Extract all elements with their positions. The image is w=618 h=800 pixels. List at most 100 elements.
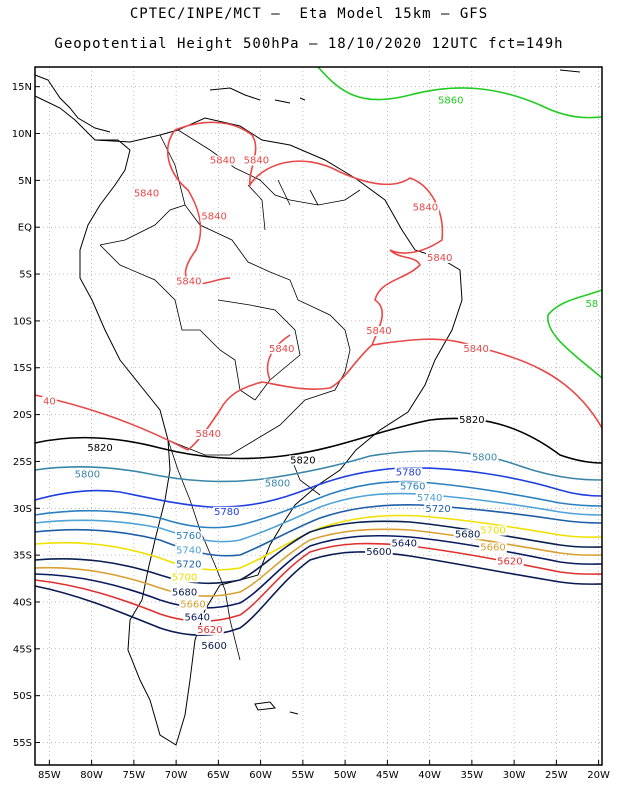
contour-label-background <box>213 506 241 517</box>
contour-5740 <box>34 492 603 543</box>
contour-lines <box>34 66 603 636</box>
latitude-label: 5S <box>19 270 32 281</box>
contour-label: 5740 <box>176 545 201 556</box>
contour-label-background <box>365 326 393 337</box>
contour-5820 <box>34 417 603 464</box>
contour-5600 <box>34 551 603 636</box>
contour-label-background <box>267 343 296 354</box>
contour-label-background <box>458 415 486 426</box>
contour-label-background <box>424 504 452 515</box>
latitude-label: 10N <box>12 129 32 140</box>
contour-label: 5800 <box>75 469 100 480</box>
contour-label-background <box>479 525 507 536</box>
contour-label-background <box>208 155 237 166</box>
contour-5620 <box>34 542 603 623</box>
latitude-label: 5N <box>18 176 32 187</box>
contour-label-background <box>196 624 224 635</box>
contour-label-background <box>179 599 207 610</box>
contour-labels: 5860 58 5840 5840 5840 5840 5840 5840 5840 5840 58… <box>41 95 600 652</box>
contour-label: 5620 <box>497 557 522 568</box>
latitude-label: 30S <box>13 504 32 515</box>
contour-label-background <box>174 545 203 556</box>
contour-label: 5840 <box>244 156 269 167</box>
contour-label-background <box>496 556 524 567</box>
latitude-label: 20S <box>13 410 32 421</box>
contour-label: 5840 <box>269 344 294 355</box>
contour-label-background <box>170 587 199 598</box>
contour-5840-tropics <box>166 121 603 451</box>
contour-label-background <box>415 492 444 503</box>
latitude-label: 10S <box>13 316 32 327</box>
contour-label: 5700 <box>172 572 197 583</box>
contour-label-background <box>263 478 292 489</box>
map-frame <box>34 66 603 766</box>
contour-label: 5820 <box>290 455 315 466</box>
contour-label-background <box>132 188 161 199</box>
contour-5720 <box>34 504 603 557</box>
contour-label-background <box>200 640 228 651</box>
latitude-label: 55S <box>13 738 32 749</box>
contour-label-background <box>170 572 199 583</box>
contour-5700 <box>34 514 603 571</box>
longitude-label: 45W <box>376 770 399 781</box>
contour-5860-east <box>547 289 603 379</box>
contour-label: 5600 <box>366 547 391 558</box>
contour-label: 5760 <box>400 482 425 493</box>
contour-label-background <box>398 481 427 492</box>
longitude-label: 55W <box>292 770 315 781</box>
contour-label-background <box>453 529 482 540</box>
contour-label: 5840 <box>134 188 159 199</box>
contour-label: 5820 <box>87 443 112 454</box>
gridlines <box>35 67 602 765</box>
longitude-label: 65W <box>207 770 230 781</box>
longitude-label: 35W <box>461 770 484 781</box>
contour-5640 <box>34 534 603 609</box>
contour-label: 5800 <box>265 479 290 490</box>
contour-label-background <box>41 396 57 407</box>
contour-label: 5660 <box>480 542 505 553</box>
contour-label: 5840 <box>176 276 201 287</box>
contour-label: 5680 <box>172 587 197 598</box>
contour-label: 5620 <box>197 625 222 636</box>
contour-label-background <box>194 429 223 440</box>
contour-label: 5800 <box>472 453 497 464</box>
contour-label-background <box>200 211 228 222</box>
contour-label-background <box>436 95 465 106</box>
contour-label: 5840 <box>366 326 391 337</box>
contour-label: 5720 <box>176 559 201 570</box>
longitude-label: 20W <box>587 770 610 781</box>
contour-label: 5840 <box>210 156 235 167</box>
longitude-label: 30W <box>503 770 526 781</box>
contour-5680 <box>34 520 603 585</box>
contour-label: 5840 <box>463 344 488 355</box>
contour-label: 5640 <box>185 613 210 624</box>
longitude-label: 40W <box>418 770 441 781</box>
latitude-label: 15N <box>12 82 32 93</box>
latitude-label: EQ <box>18 223 32 234</box>
longitude-label: 75W <box>123 770 146 781</box>
map-background <box>35 67 602 765</box>
contour-label-background <box>289 455 317 466</box>
contour-label-background <box>411 202 440 213</box>
contour-label: 5840 <box>201 212 226 223</box>
contour-label: 5840 <box>195 429 220 440</box>
contour-5760 <box>34 480 603 529</box>
contour-label-background <box>365 547 393 558</box>
contour-5800 <box>34 450 603 483</box>
contour-label: 5600 <box>201 641 226 652</box>
latitude-label: 45S <box>13 644 32 655</box>
contour-5860-north <box>317 66 603 119</box>
longitude-label: 50W <box>334 770 357 781</box>
contour-label-background <box>242 155 271 166</box>
contour-label: 5660 <box>180 600 205 611</box>
latitude-label: 50S <box>13 691 32 702</box>
contour-label: 58 <box>585 299 598 310</box>
contour-label-background <box>390 538 419 549</box>
contour-label-background <box>174 531 203 542</box>
latitude-label: 25S <box>13 457 32 468</box>
map-title-line1: CPTEC/INPE/MCT – Eta Model 15km – GFS <box>129 6 489 22</box>
contour-label: 5820 <box>459 415 484 426</box>
contour-label: 5860 <box>438 96 463 107</box>
contour-label: 5780 <box>396 467 421 478</box>
